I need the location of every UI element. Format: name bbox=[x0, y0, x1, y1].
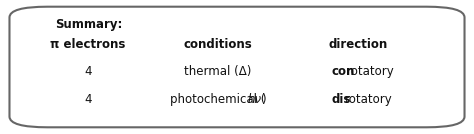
Text: photochemical (: photochemical ( bbox=[170, 93, 265, 106]
Text: conditions: conditions bbox=[183, 38, 252, 51]
Text: π electrons: π electrons bbox=[50, 38, 126, 51]
Text: thermal (Δ): thermal (Δ) bbox=[184, 65, 252, 78]
Text: Summary:: Summary: bbox=[55, 18, 122, 31]
Text: rotatory: rotatory bbox=[345, 93, 393, 106]
Text: hν: hν bbox=[248, 93, 262, 106]
Text: direction: direction bbox=[328, 38, 388, 51]
Text: dis: dis bbox=[331, 93, 350, 106]
Text: ): ) bbox=[261, 93, 265, 106]
Text: con: con bbox=[331, 65, 355, 78]
Text: 4: 4 bbox=[84, 93, 92, 106]
Text: rotatory: rotatory bbox=[347, 65, 395, 78]
Text: 4: 4 bbox=[84, 65, 92, 78]
FancyBboxPatch shape bbox=[9, 7, 465, 127]
